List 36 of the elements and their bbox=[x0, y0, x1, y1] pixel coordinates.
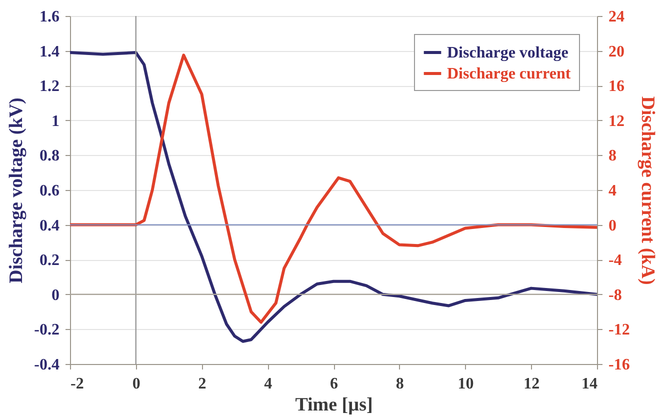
legend-label: Discharge voltage bbox=[447, 44, 568, 62]
y2-tick-label: 12 bbox=[608, 112, 624, 130]
x-tick-label: 12 bbox=[524, 376, 540, 392]
legend-label: Discharge current bbox=[447, 66, 572, 82]
x-tick-label: 10 bbox=[458, 376, 474, 392]
x-tick-label: 4 bbox=[264, 376, 272, 392]
y-tick-label: 0.8 bbox=[40, 148, 60, 165]
y-tick-label: 1.2 bbox=[40, 78, 60, 96]
x-tick-label: 8 bbox=[396, 376, 404, 392]
y2-axis-title: Discharge current (kA) bbox=[636, 96, 658, 285]
y2-tick-label: -4 bbox=[608, 252, 622, 270]
x-tick-label: 2 bbox=[198, 376, 206, 392]
y2-tick-label: -8 bbox=[608, 286, 622, 304]
x-tick-label: 0 bbox=[132, 376, 140, 392]
y-axis-title: Discharge voltage (kV) bbox=[6, 98, 28, 284]
y2-tick-label: 20 bbox=[608, 43, 624, 60]
y2-tick-label: 24 bbox=[608, 8, 624, 26]
y2-tick-label: 16 bbox=[608, 78, 624, 96]
y2-tick-label: -12 bbox=[608, 322, 630, 339]
x-tick-label: -2 bbox=[70, 376, 84, 392]
y2-tick-label: 4 bbox=[608, 182, 616, 200]
y2-tick-label: -16 bbox=[608, 356, 630, 374]
y-tick-label: 0.2 bbox=[40, 252, 60, 270]
y2-tick-label: 8 bbox=[608, 148, 616, 165]
y-tick-label: 1.4 bbox=[40, 43, 60, 60]
y2-tick-label: 0 bbox=[608, 217, 616, 234]
x-tick-label: 6 bbox=[330, 376, 338, 392]
y-tick-label: -0.2 bbox=[34, 322, 60, 339]
x-axis-title: Time [µs] bbox=[295, 394, 373, 416]
y-tick-label: 0 bbox=[52, 286, 60, 304]
y-tick-label: 0.4 bbox=[40, 217, 60, 234]
y-tick-label: 1 bbox=[52, 112, 60, 130]
y-tick-label: 0.6 bbox=[40, 182, 60, 200]
y-tick-label: 1.6 bbox=[40, 8, 60, 26]
x-tick-label: 14 bbox=[582, 376, 598, 392]
y-tick-label: -0.4 bbox=[34, 356, 60, 374]
